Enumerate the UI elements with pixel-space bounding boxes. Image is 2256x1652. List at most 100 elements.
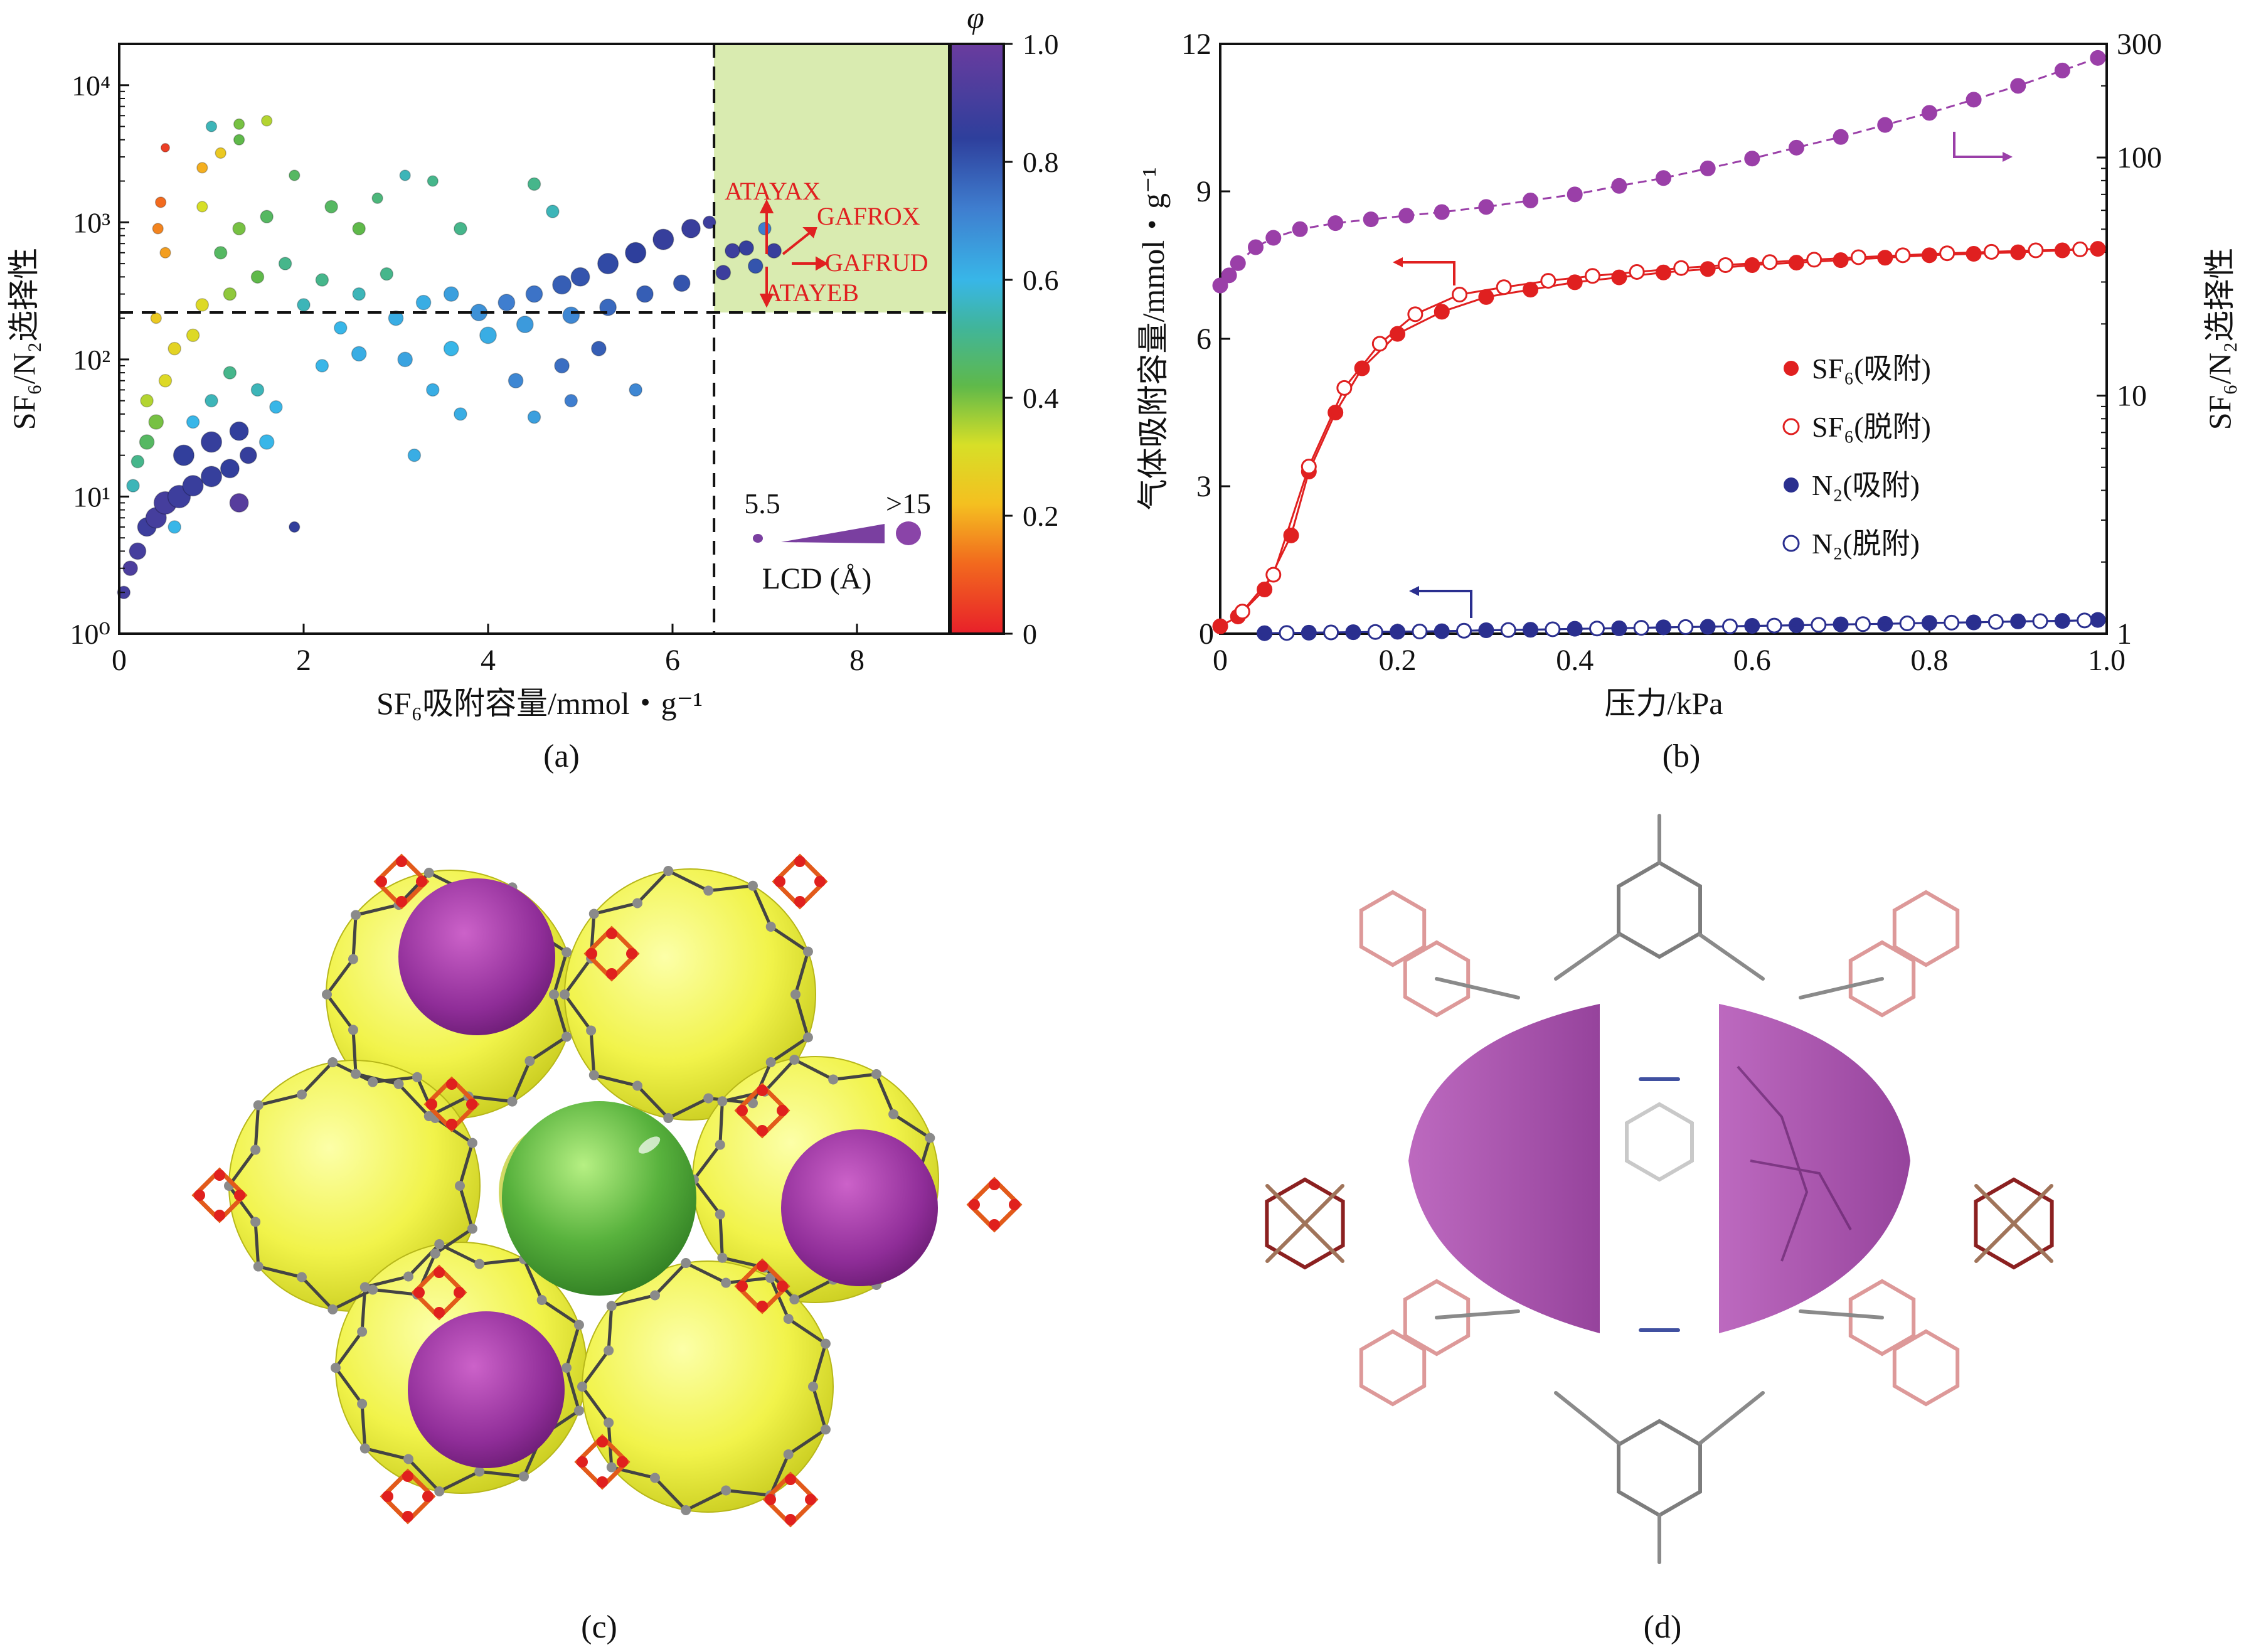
scatter-point <box>140 393 154 408</box>
oxygen-atom <box>376 876 387 887</box>
y-left-tick-label: 6 <box>1196 322 1211 356</box>
data-point <box>2054 62 2070 78</box>
scatter-point <box>213 246 228 260</box>
scatter-point <box>229 421 249 441</box>
green-cage-highlight <box>638 1136 661 1154</box>
data-point <box>2090 612 2106 628</box>
data-point <box>1234 604 1250 620</box>
scatter-point <box>324 200 338 214</box>
y-axis-label: SF₆/N₂选择性 <box>6 248 41 430</box>
carbon-atom <box>455 1181 465 1191</box>
carbon-atom <box>359 1282 370 1292</box>
scatter-point <box>261 115 273 127</box>
scatter-point <box>315 359 329 373</box>
scatter-point <box>407 448 422 462</box>
linker-ring <box>1848 1279 1916 1356</box>
carbon-atom <box>820 1338 831 1349</box>
data-point <box>1456 622 1472 639</box>
scatter-point <box>250 270 265 284</box>
scatter-point <box>148 414 164 430</box>
carbon-atom <box>250 1217 261 1227</box>
scatter-point <box>766 243 782 259</box>
scatter-point <box>427 175 439 187</box>
data-point <box>1265 230 1282 246</box>
plot-frame <box>1219 43 2108 635</box>
data-point <box>1944 614 1960 631</box>
oxygen-atom <box>805 1494 816 1505</box>
oxygen-atom <box>466 1099 477 1110</box>
scatter-point <box>546 205 560 218</box>
carbon-atom <box>434 1486 445 1496</box>
carbon-atom <box>888 1109 899 1119</box>
scatter-point <box>415 294 432 311</box>
y-tick-label: 10³ <box>73 206 110 238</box>
x-tick-label: 0.8 <box>1910 644 1948 677</box>
oxygen-atom <box>785 1474 796 1485</box>
colorbar-tick-label: 1.0 <box>1023 28 1059 60</box>
data-point <box>1367 624 1383 640</box>
carbon-atom <box>604 1417 614 1428</box>
oxygen-atom <box>794 856 806 867</box>
scatter-point <box>168 341 181 356</box>
data-point <box>1584 268 1600 284</box>
scatter-point <box>289 521 301 533</box>
oxygen-atom <box>396 856 407 867</box>
scatter-point <box>351 346 367 362</box>
oxygen-atom <box>597 1436 608 1447</box>
scatter-point <box>625 242 647 264</box>
oxygen-atom <box>737 1105 748 1116</box>
oxygen-atom <box>757 1301 768 1312</box>
carbon-atom <box>828 1074 839 1085</box>
legend-label-n2-ads: N₂(吸附) <box>1812 469 1920 501</box>
metal-cluster <box>966 1176 1023 1233</box>
data-point <box>1407 306 1423 322</box>
carbon-atom <box>703 885 714 896</box>
scatter-point <box>758 221 772 236</box>
size-legend-wedge <box>781 524 885 543</box>
data-point <box>1328 215 1344 232</box>
scatter-point <box>160 142 171 152</box>
legend-marker-n2-des <box>1782 535 1800 552</box>
panel-label-b: (b) <box>1663 738 1701 774</box>
carbon-atom <box>715 1209 725 1220</box>
carbon-atom <box>586 1025 597 1036</box>
colorbar-tick-label: 0.8 <box>1023 146 1059 178</box>
carbon-atom <box>403 1271 413 1282</box>
carbon-atom <box>663 866 674 877</box>
linker-ring <box>1359 890 1427 967</box>
scatter-point <box>399 169 411 181</box>
carbon-atom <box>790 989 801 999</box>
purple-cage-top <box>398 878 555 1035</box>
scatter-point <box>239 446 257 464</box>
oxygen-atom <box>434 1267 445 1278</box>
data-point <box>1717 257 1733 273</box>
carbon-atom <box>331 1363 341 1373</box>
data-point <box>1966 245 1982 262</box>
data-point <box>1279 625 1295 641</box>
scatter-point <box>570 267 590 287</box>
scatter-point <box>195 298 210 312</box>
metal-bond <box>1974 1184 2053 1263</box>
scatter-point <box>380 267 394 281</box>
carbon-atom <box>650 1473 660 1483</box>
carbon-atom <box>368 1077 378 1087</box>
carbon-atom <box>703 1093 714 1104</box>
annotation-atayeb: ATAYEB <box>764 279 859 307</box>
colorbar-tick-label: 0.2 <box>1023 500 1059 532</box>
data-point <box>1966 92 1982 108</box>
data-point <box>1212 277 1228 294</box>
data-point <box>1589 621 1605 637</box>
data-point <box>1850 249 1866 265</box>
metal-linker-ring <box>1265 1177 1345 1270</box>
annotation-arrows <box>759 199 829 308</box>
scatter-point <box>250 383 265 397</box>
scatter-point <box>426 383 440 397</box>
metal-cluster <box>373 853 430 910</box>
carbon-atom <box>348 1025 358 1035</box>
purple-cage-right <box>781 1129 938 1286</box>
scatter-point <box>205 120 218 132</box>
x-tick-label: 6 <box>665 644 680 677</box>
data-point <box>2077 612 2093 629</box>
carbon-atom <box>359 1443 370 1454</box>
linker-ring <box>1892 890 1960 967</box>
